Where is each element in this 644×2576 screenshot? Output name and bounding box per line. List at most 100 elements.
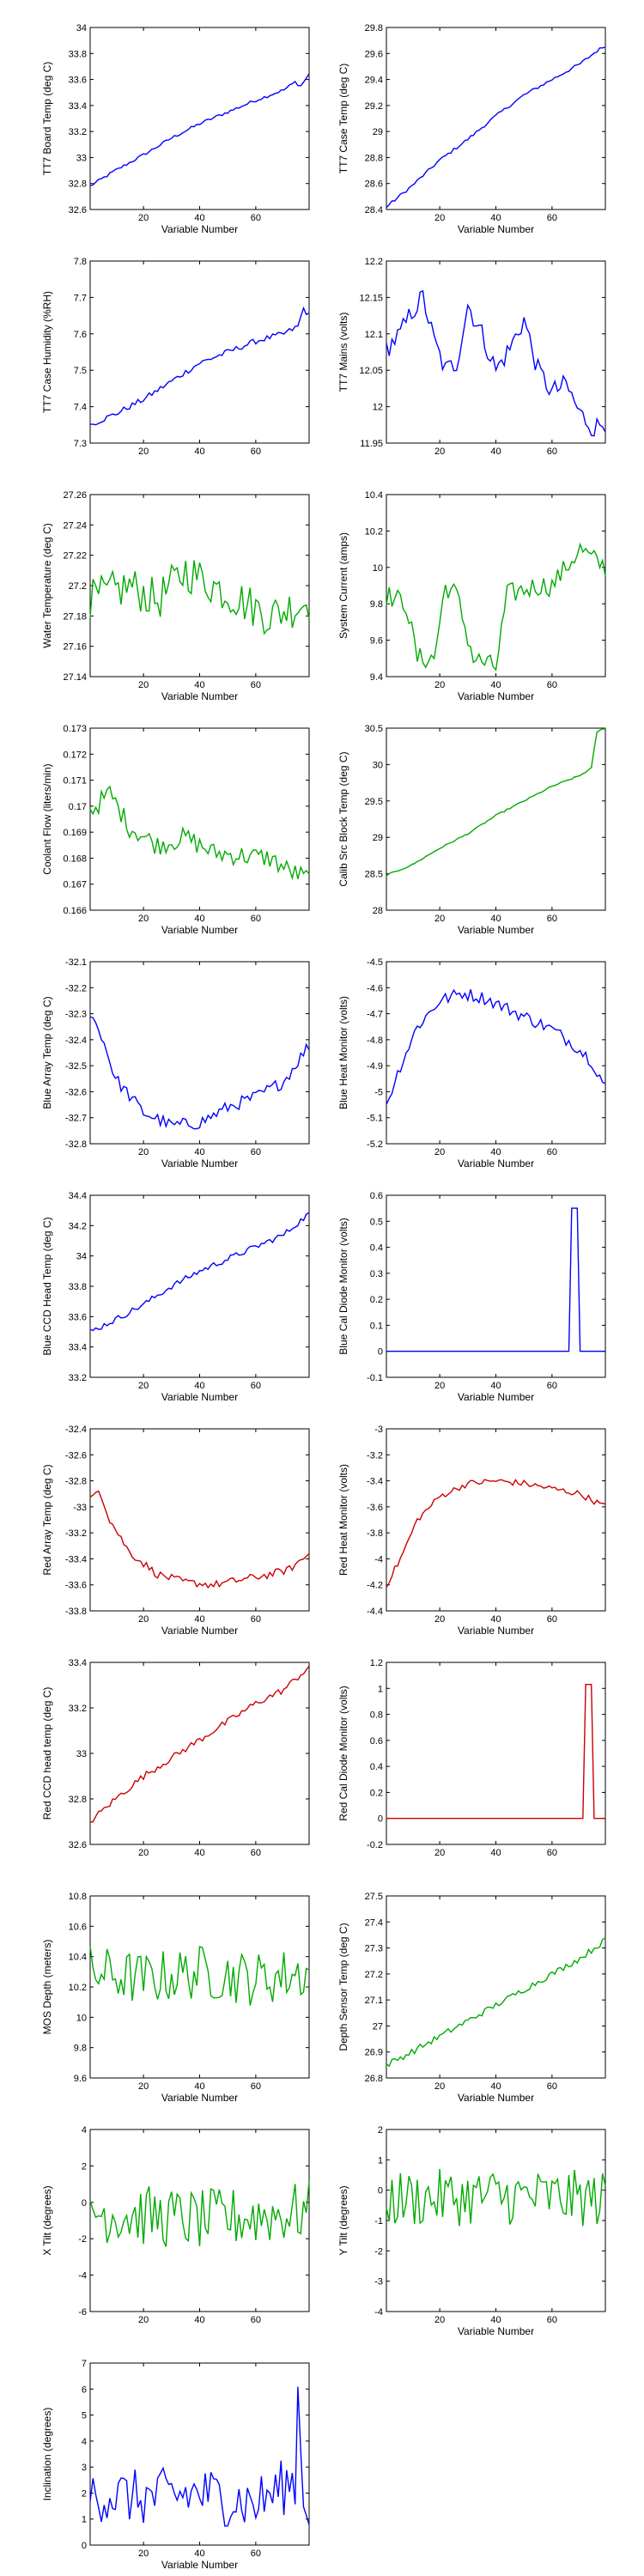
y-tick-label: -32.3 — [65, 1010, 87, 1020]
y-tick-label: 34.4 — [69, 1191, 87, 1201]
y-tick-label: 32.6 — [69, 1840, 87, 1850]
x-axis-label: Variable Number — [161, 1391, 238, 1403]
y-tick-label: -3.8 — [367, 1528, 383, 1539]
y-tick-label: 0.173 — [63, 724, 87, 734]
series-line — [89, 1212, 310, 1332]
y-tick-label: 0.17 — [69, 802, 87, 812]
x-tick-label: 40 — [194, 680, 204, 690]
x-tick-label: 60 — [547, 1848, 557, 1858]
x-tick-label: 40 — [490, 1381, 501, 1391]
x-tick-label: 20 — [138, 1147, 149, 1157]
y-tick-label: 1 — [82, 2515, 87, 2525]
series-line — [386, 1207, 605, 1352]
x-axis-label: Variable Number — [458, 690, 534, 702]
x-tick-label: 40 — [194, 2315, 204, 2325]
y-tick-label: -5.1 — [367, 1114, 383, 1124]
y-axis-label: Blue Cal Diode Monitor (volts) — [337, 1218, 349, 1354]
x-tick-label: 20 — [434, 447, 445, 457]
y-tick-label: 10.2 — [365, 526, 383, 537]
y-axis-label: TT7 Case Temp (deg C) — [337, 64, 349, 174]
y-axis-label: Blue CCD Head Temp (deg C) — [41, 1217, 53, 1355]
x-tick-label: 40 — [490, 1848, 501, 1858]
chart-inclination: 20 40 60 0 1 2 3 4 5 6 7 Variable Number Inclination… — [41, 2359, 310, 2571]
y-tick-label: -4.9 — [367, 1061, 383, 1072]
x-tick-label: 20 — [434, 213, 445, 223]
y-tick-label: 0.4 — [370, 1243, 383, 1254]
y-tick-label: 0.3 — [370, 1269, 383, 1279]
plot-area — [386, 2129, 606, 2312]
y-tick-label: 12 — [373, 403, 383, 413]
y-tick-label: 10.4 — [69, 1953, 87, 1963]
y-tick-label: 0.2 — [370, 1295, 383, 1305]
chart-depth-sensor-temp: 20 40 60 26.8 26.9 27 27.1 27.2 27.3 27.4 27.5 Vari… — [337, 1892, 606, 2104]
y-tick-label: 0 — [82, 2198, 87, 2208]
plot-area — [386, 1194, 606, 1378]
y-tick-label: 12.1 — [365, 330, 383, 340]
x-tick-label: 40 — [194, 447, 204, 457]
x-tick-label: 40 — [490, 1147, 501, 1157]
y-tick-label: 0.172 — [63, 750, 87, 760]
chart-mos-depth: 20 40 60 9.6 9.8 10 10.2 10.4 10.6 10.8 Variable N… — [41, 1892, 310, 2104]
series-line — [386, 46, 606, 209]
x-tick-label: 60 — [547, 2081, 557, 2092]
y-tick-label: 33.2 — [69, 1373, 87, 1383]
y-tick-label: -4 — [374, 1554, 383, 1564]
y-tick-label: 9.6 — [370, 636, 383, 647]
y-tick-label: 33.6 — [69, 1312, 87, 1322]
y-tick-label: 29.6 — [365, 49, 383, 59]
y-tick-label: 32.6 — [69, 205, 87, 216]
x-tick-label: 60 — [251, 447, 261, 457]
x-tick-label: 40 — [194, 1614, 204, 1625]
y-tick-label: -4.4 — [367, 1607, 383, 1617]
y-tick-label: 29 — [373, 127, 383, 137]
plot-area — [89, 727, 310, 911]
plot-area — [89, 2129, 310, 2312]
y-tick-label: 0 — [82, 2541, 87, 2551]
y-tick-label: 27.18 — [63, 611, 87, 622]
y-tick-label: 27.14 — [63, 672, 87, 683]
series-line — [386, 1683, 605, 1820]
plot-area — [89, 260, 310, 444]
series-line — [89, 1490, 310, 1589]
x-tick-label: 60 — [251, 1381, 261, 1391]
y-axis-label: TT7 Case Humidity (%RH) — [41, 291, 53, 413]
y-tick-label: 12.15 — [359, 293, 383, 303]
y-tick-label: -32.8 — [65, 1139, 87, 1150]
y-axis-label: Depth Sensor Temp (deg C) — [337, 1923, 349, 2050]
y-tick-label: 0.4 — [370, 1762, 383, 1772]
x-tick-label: 60 — [251, 1614, 261, 1625]
y-tick-label: 27.1 — [365, 1996, 383, 2006]
y-tick-label: -33 — [73, 1503, 87, 1513]
y-tick-label: 0.166 — [63, 906, 87, 916]
plot-area — [386, 727, 606, 911]
x-tick-label: 20 — [434, 914, 445, 924]
y-tick-label: -1 — [374, 2216, 383, 2227]
x-tick-label: 40 — [490, 213, 501, 223]
chart-x-tilt: 20 40 60 -6 -4 -2 0 2 4 X Tilt (degrees) — [41, 2125, 310, 2325]
x-tick-label: 60 — [547, 1614, 557, 1625]
y-tick-label: 5 — [82, 2411, 87, 2421]
y-tick-label: 30 — [373, 760, 383, 770]
x-tick-label: 60 — [251, 1848, 261, 1858]
x-tick-label: 40 — [194, 1381, 204, 1391]
x-tick-label: 40 — [194, 2549, 204, 2559]
y-axis-label: MOS Depth (meters) — [41, 1940, 53, 2035]
series-line — [89, 2181, 310, 2247]
chart-red-heat-monitor: 20 40 60 -4.4 -4.2 -4 -3.8 -3.6 -3.4 -3.2 -3 Variab… — [337, 1425, 606, 1637]
y-tick-label: 27.22 — [63, 551, 87, 562]
y-tick-label: -3 — [374, 2277, 383, 2287]
x-tick-label: 20 — [138, 447, 149, 457]
y-tick-label: 10.4 — [365, 490, 383, 501]
y-tick-label: 32.8 — [69, 1795, 87, 1805]
x-axis-label: Variable Number — [161, 2559, 238, 2571]
chart-blue-array-temp: 20 40 60 -32.8 -32.7 -32.6 -32.5 -32.4 -32.3 -32.… — [41, 957, 310, 1170]
y-tick-label: 10.6 — [69, 1922, 87, 1932]
series-line — [89, 73, 310, 186]
chart-water-temp: 20 40 60 27.14 27.16 27.18 27.2 27.22 27.24 27.26… — [41, 490, 310, 702]
chart-calib-src-block-temp: 20 40 60 28 28.5 29 29.5 30 30.5 Variable Number C… — [337, 724, 606, 936]
x-tick-label: 20 — [138, 680, 149, 690]
y-tick-label: 28.6 — [365, 179, 383, 190]
y-tick-label: 33.8 — [69, 49, 87, 59]
y-tick-label: -32.4 — [65, 1425, 87, 1435]
y-tick-label: 0.1 — [370, 1321, 383, 1331]
